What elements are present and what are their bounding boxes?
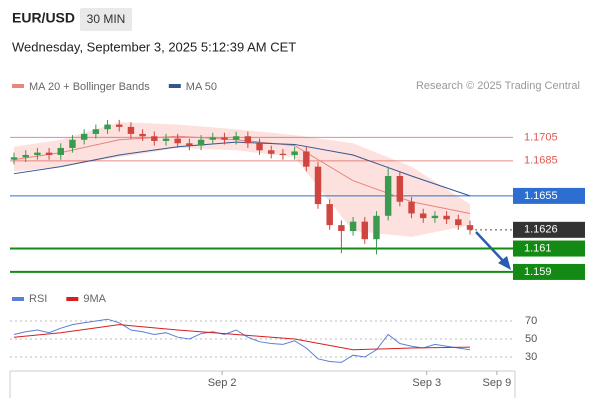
legend-label: MA 50 — [186, 81, 217, 93]
candle-body — [256, 143, 263, 151]
candle-body — [291, 151, 298, 155]
timeframe: 30 MIN — [87, 12, 126, 26]
candle-body — [57, 147, 64, 155]
indicator-line — [13, 324, 471, 351]
candle-body — [186, 143, 193, 146]
timestamp: Wednesday, September 3, 2025 5:12:39 AM … — [12, 39, 296, 54]
candle-body — [174, 138, 181, 144]
candle-body — [151, 136, 158, 141]
level-label-box — [513, 263, 585, 280]
candle-body — [455, 219, 462, 226]
candle-body — [326, 204, 333, 226]
x-tick-label: Sep 2 — [208, 377, 237, 389]
indicator-line — [13, 318, 471, 363]
legend-swatch — [12, 297, 24, 301]
candle-body — [303, 151, 310, 167]
candle-body — [244, 136, 252, 144]
legend-swatch — [12, 84, 24, 88]
candle-body — [162, 138, 170, 141]
level-label: 1.1626 — [524, 224, 558, 236]
candle-body — [361, 221, 368, 240]
bollinger-band — [14, 122, 470, 237]
candle-body — [139, 133, 146, 137]
legend-swatch — [168, 84, 181, 88]
candle-body — [127, 126, 135, 134]
x-tick-label: Sep 9 — [483, 377, 512, 389]
copyright: Research © 2025 Trading Central — [416, 80, 580, 92]
y-tick-label: 30 — [525, 351, 537, 363]
candle-body — [197, 139, 205, 146]
candle-body — [34, 152, 41, 155]
legend-swatch — [66, 297, 79, 301]
candle-body — [408, 201, 415, 214]
level-label: 1.161 — [524, 242, 552, 254]
level-label-box — [513, 240, 585, 257]
candle-body — [314, 166, 322, 205]
candle-body — [338, 225, 345, 231]
x-tick-label: Sep 3 — [412, 377, 441, 389]
candle-body — [279, 153, 287, 155]
candle-body — [80, 133, 88, 140]
arrow-head — [498, 256, 511, 270]
level-label-box — [513, 187, 585, 204]
candle-body — [373, 215, 380, 240]
candle-body — [209, 137, 216, 140]
candle-body — [104, 124, 111, 130]
candle-body — [10, 157, 18, 160]
candle-body — [384, 176, 392, 216]
y-tick-label: 50 — [525, 333, 537, 345]
timeframe-box — [80, 8, 132, 31]
legend-label: MA 20 + Bollinger Bands — [29, 81, 150, 93]
level-label: 1.1705 — [524, 131, 558, 143]
candle-body — [420, 213, 427, 219]
legend-label: 9MA — [83, 293, 106, 305]
candle-body — [268, 150, 275, 154]
candle-body — [396, 176, 404, 202]
legend-label: RSI — [29, 293, 47, 305]
candle-body — [443, 215, 450, 220]
candle-body — [116, 124, 123, 127]
level-label: 1.1655 — [524, 190, 558, 202]
level-label: 1.1685 — [524, 155, 558, 167]
candle-body — [349, 221, 357, 231]
candle-body — [22, 154, 29, 158]
candle-body — [69, 139, 76, 148]
y-tick-label: 70 — [525, 315, 537, 327]
candle-body — [45, 152, 53, 155]
candle-body — [221, 137, 228, 140]
level-label: 1.159 — [524, 266, 552, 278]
candle-body — [232, 136, 240, 140]
level-label-box — [513, 221, 585, 238]
candle-body — [92, 129, 100, 134]
candle-body — [466, 225, 474, 230]
candle-body — [431, 215, 439, 219]
symbol: EUR/USD — [12, 10, 75, 26]
